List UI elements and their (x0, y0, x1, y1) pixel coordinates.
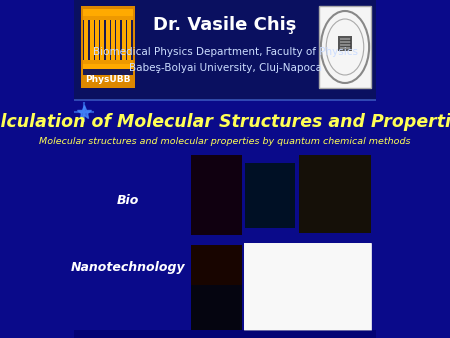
Bar (111, 20, 115, 60)
Bar (90, 20, 94, 60)
Bar (245, 163, 295, 228)
Text: Molecular structures and molecular properties by quantum chemical methods: Molecular structures and molecular prope… (39, 138, 411, 146)
Bar (338, 36, 352, 51)
Bar (192, 245, 242, 330)
Bar (84, 20, 88, 60)
Bar (192, 155, 242, 235)
Bar (95, 20, 99, 60)
Text: Babeş-Bolyai University, Cluj-Napoca: Babeş-Bolyai University, Cluj-Napoca (129, 63, 321, 73)
Bar (100, 20, 104, 60)
Bar (340, 38, 351, 49)
Bar (83, 9, 132, 16)
Bar (83, 16, 132, 20)
Bar (74, 330, 376, 338)
Bar (192, 285, 242, 330)
Text: Bio: Bio (117, 193, 139, 207)
Bar (83, 60, 132, 64)
Bar (127, 20, 131, 60)
Text: Biomedical Physics Department, Faculty of Physics: Biomedical Physics Department, Faculty o… (93, 47, 357, 57)
Bar (117, 20, 121, 60)
Bar (74, 0, 376, 100)
Text: Dr. Vasile Chiş: Dr. Vasile Chiş (153, 16, 297, 34)
Text: Calculation of Molecular Structures and Properties: Calculation of Molecular Structures and … (0, 113, 450, 131)
Bar (299, 155, 371, 233)
Bar (83, 9, 132, 75)
Text: Nanotechnology: Nanotechnology (71, 262, 185, 274)
Bar (106, 20, 110, 60)
Bar (122, 20, 126, 60)
Bar (81, 6, 135, 88)
Bar (244, 243, 371, 330)
Bar (244, 243, 371, 330)
Bar (319, 6, 371, 88)
Bar (83, 64, 132, 69)
Text: PhysUBB: PhysUBB (85, 75, 130, 84)
